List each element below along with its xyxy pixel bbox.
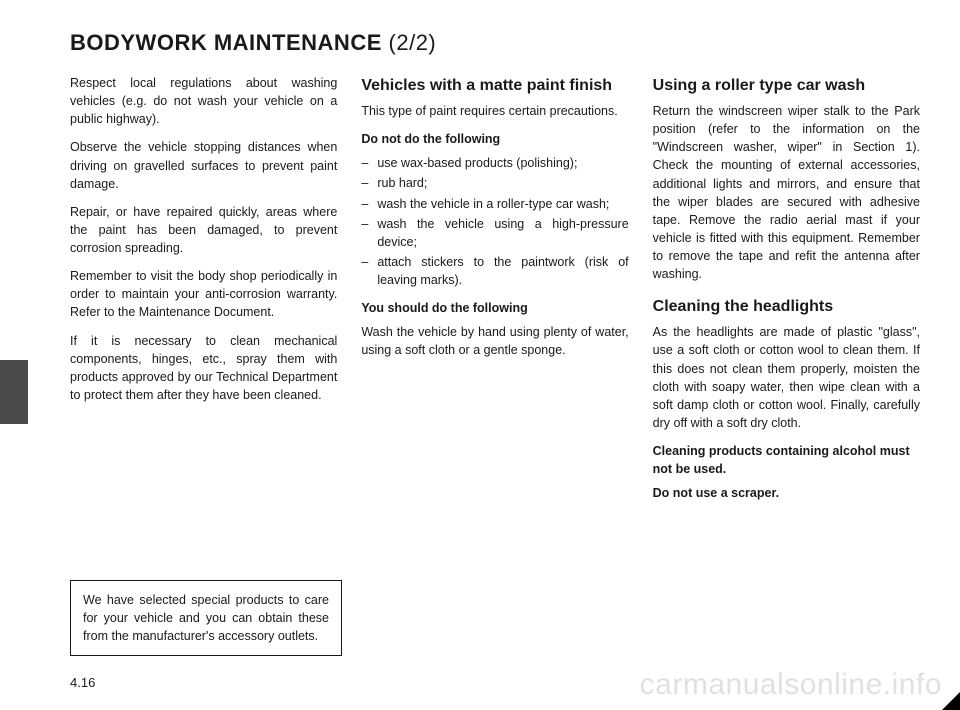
list-item: rub hard;	[361, 174, 628, 192]
col3-bold: Cleaning products containing alco­hol mu…	[653, 442, 920, 478]
col2-para: Wash the vehicle by hand using plenty of…	[361, 323, 628, 359]
col1-para: Remember to visit the body shop pe­riodi…	[70, 267, 337, 321]
content-columns: Respect local regulations about wash­ing…	[70, 74, 920, 508]
list-item: use wax-based products (polishing);	[361, 154, 628, 172]
watermark: carmanualsonline.info	[640, 668, 942, 702]
col3-para: As the headlights are made of plastic "g…	[653, 323, 920, 432]
column-1: Respect local regulations about wash­ing…	[70, 74, 337, 508]
manual-page: BODYWORK MAINTENANCE (2/2) Respect local…	[0, 0, 960, 710]
dont-label: Do not do the following	[361, 130, 628, 148]
list-item: wash the vehicle using a high-pres­sure …	[361, 215, 628, 251]
page-number: 4.16	[70, 675, 95, 690]
note-box: We have selected special products to car…	[70, 580, 342, 656]
column-3: Using a roller type car wash Return the …	[653, 74, 920, 508]
column-2: Vehicles with a matte paint finish This …	[361, 74, 628, 508]
col1-para: If it is necessary to clean mechani­cal …	[70, 332, 337, 405]
note-text: We have selected special products to car…	[83, 593, 329, 643]
roller-wash-heading: Using a roller type car wash	[653, 76, 920, 96]
col1-para: Respect local regulations about wash­ing…	[70, 74, 337, 128]
headlights-heading: Cleaning the headlights	[653, 297, 920, 317]
col1-para: Repair, or have repaired quickly, areas …	[70, 203, 337, 257]
dont-list: use wax-based products (polishing); rub …	[361, 154, 628, 289]
matte-paint-heading: Vehicles with a matte paint finish	[361, 76, 628, 96]
title-main: BODYWORK MAINTENANCE	[70, 30, 382, 55]
title-sub: (2/2)	[389, 30, 437, 55]
section-tab	[0, 360, 28, 424]
page-corner-icon	[942, 692, 960, 710]
list-item: wash the vehicle in a roller-type car wa…	[361, 195, 628, 213]
col3-para: Return the windscreen wiper stalk to the…	[653, 102, 920, 283]
page-title: BODYWORK MAINTENANCE (2/2)	[70, 30, 920, 56]
col3-bold: Do not use a scraper.	[653, 484, 920, 502]
col2-para: This type of paint requires certain pre­…	[361, 102, 628, 120]
do-label: You should do the following	[361, 299, 628, 317]
list-item: attach stickers to the paintwork (risk o…	[361, 253, 628, 289]
col1-para: Observe the vehicle stopping distances w…	[70, 138, 337, 192]
